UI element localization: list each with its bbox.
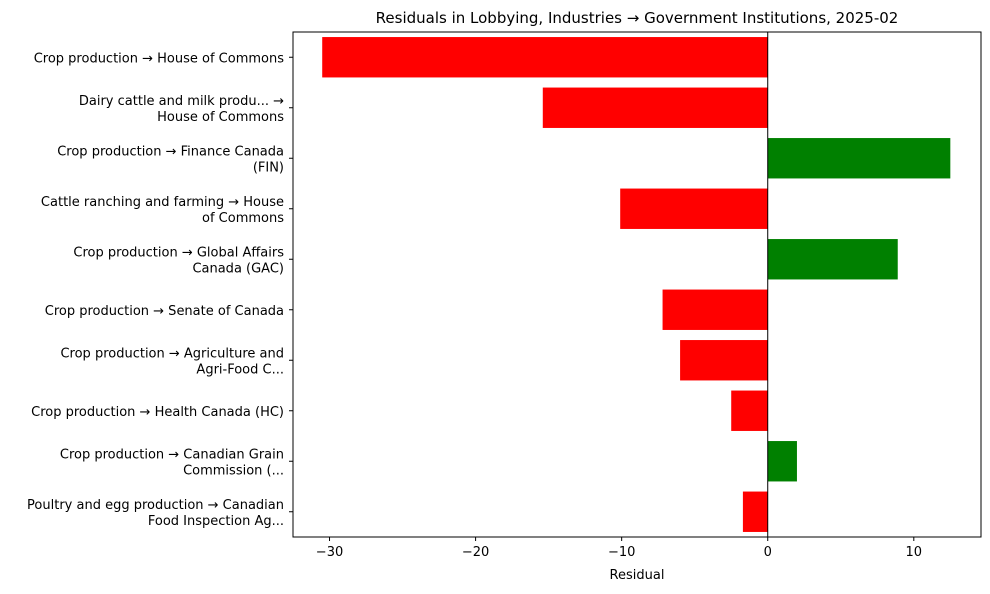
plot-frame (292, 31, 982, 538)
x-tick-labels: −30 −20 −10 0 10 (316, 537, 922, 560)
y-tick-label: Canada (GAC) (192, 261, 284, 276)
bar (731, 390, 768, 431)
y-tick-label: Crop production → Global Affairs (73, 245, 284, 260)
y-tick-label: Crop production → Canadian Grain (60, 447, 284, 462)
x-tick-label: −20 (462, 545, 489, 560)
bar (662, 289, 768, 330)
x-tick-label: 10 (906, 545, 923, 560)
y-tick-label: Crop production → Finance Canada (57, 144, 284, 159)
y-tick-label: Food Inspection Ag... (148, 514, 284, 529)
y-tick-label: Poultry and egg production → Canadian (27, 498, 284, 513)
x-tick-label: −10 (608, 545, 635, 560)
y-tick-label: Crop production → Senate of Canada (45, 304, 284, 319)
x-tick-label: −30 (316, 545, 343, 560)
y-tick-label: House of Commons (157, 110, 284, 125)
y-tick-label: Crop production → House of Commons (34, 51, 285, 66)
bar (742, 491, 768, 532)
bar (767, 239, 898, 280)
y-tick-label: Crop production → Agriculture and (60, 346, 284, 361)
y-tick-label: of Commons (202, 211, 284, 226)
bar (680, 340, 768, 381)
y-tick-label: Cattle ranching and farming → House (41, 195, 284, 210)
bars-layer (322, 37, 951, 532)
y-tick-labels: Crop production → House of Commons Dairy … (27, 51, 293, 529)
axes-layer (292, 31, 982, 538)
bar (542, 87, 768, 128)
y-tick-label: Commission (... (183, 463, 284, 478)
y-tick-label: Dairy cattle and milk produ... → (79, 94, 284, 109)
bar (767, 138, 951, 179)
y-tick-label: Crop production → Health Canada (HC) (31, 405, 284, 420)
chart-title: Residuals in Lobbying, Industries → Gove… (376, 9, 899, 27)
y-tick-label: (FIN) (253, 160, 284, 175)
x-tick-label: 0 (764, 545, 772, 560)
y-tick-label: Agri-Food C... (196, 362, 284, 377)
bar (322, 37, 768, 78)
x-axis-label: Residual (610, 568, 665, 583)
bar (767, 441, 797, 482)
bar (620, 188, 768, 229)
